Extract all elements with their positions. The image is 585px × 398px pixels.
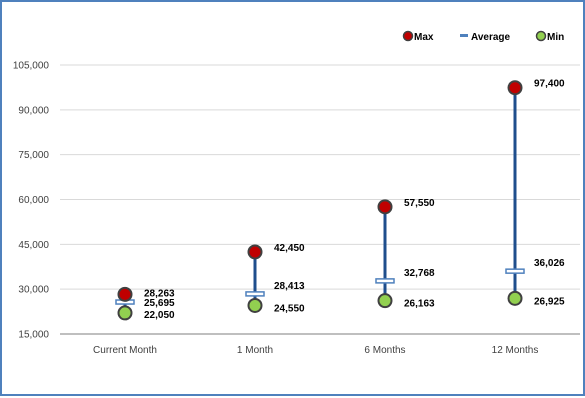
range-lines [123, 87, 517, 313]
y-tick-label: 30,000 [18, 285, 49, 296]
max-marker [377, 199, 393, 215]
max-data-label: 42,450 [274, 243, 305, 254]
average-marker [245, 291, 265, 297]
legend-min-label: Min [547, 32, 564, 43]
legend-item-min: Min [535, 30, 564, 43]
legend-max-label: Max [414, 32, 434, 43]
y-tick-label: 105,000 [13, 61, 50, 72]
legend-average-label: Average [471, 32, 511, 43]
min-data-label: 26,163 [404, 299, 435, 310]
legend-average-marker [460, 34, 468, 37]
data-marks [115, 80, 525, 321]
legend-item-average: Average [460, 32, 511, 43]
legend-min-marker [535, 30, 547, 42]
legend: Max Average Min [402, 30, 564, 43]
x-tick-label: Current Month [93, 345, 157, 356]
min-marker [117, 305, 133, 321]
x-tick-label: 12 Months [492, 345, 539, 356]
min-marker [247, 297, 263, 313]
min-marker [377, 293, 393, 309]
min-data-label: 26,925 [534, 296, 565, 307]
legend-item-max: Max [402, 30, 434, 43]
y-tick-label: 15,000 [18, 330, 49, 341]
average-data-label: 32,768 [404, 268, 435, 279]
max-marker [247, 244, 263, 260]
y-tick-label: 75,000 [18, 150, 49, 161]
max-marker [117, 286, 133, 302]
average-marker [375, 278, 395, 284]
y-tick-label: 60,000 [18, 195, 49, 206]
gridlines [60, 64, 580, 290]
average-data-label: 25,695 [144, 298, 175, 309]
max-data-label: 28,263 [144, 288, 175, 299]
min-data-label: 22,050 [144, 310, 175, 321]
x-tick-label: 1 Month [237, 345, 273, 356]
average-data-label: 36,026 [534, 258, 565, 269]
y-tick-label: 45,000 [18, 240, 49, 251]
x-tick-label: 6 Months [364, 345, 405, 356]
min-marker [507, 290, 523, 306]
x-axis: Current Month 1 Month 6 Months 12 Months [60, 333, 580, 356]
legend-max-marker [402, 30, 414, 42]
max-data-label: 57,550 [404, 198, 435, 209]
average-marker [505, 268, 525, 274]
max-marker [507, 80, 523, 96]
y-axis: 15,000 30,000 45,000 60,000 75,000 90,000 105,… [13, 61, 50, 341]
average-data-label: 28,413 [274, 281, 305, 292]
max-data-label: 97,400 [534, 79, 565, 90]
min-data-label: 24,550 [274, 303, 305, 314]
y-tick-label: 90,000 [18, 105, 49, 116]
